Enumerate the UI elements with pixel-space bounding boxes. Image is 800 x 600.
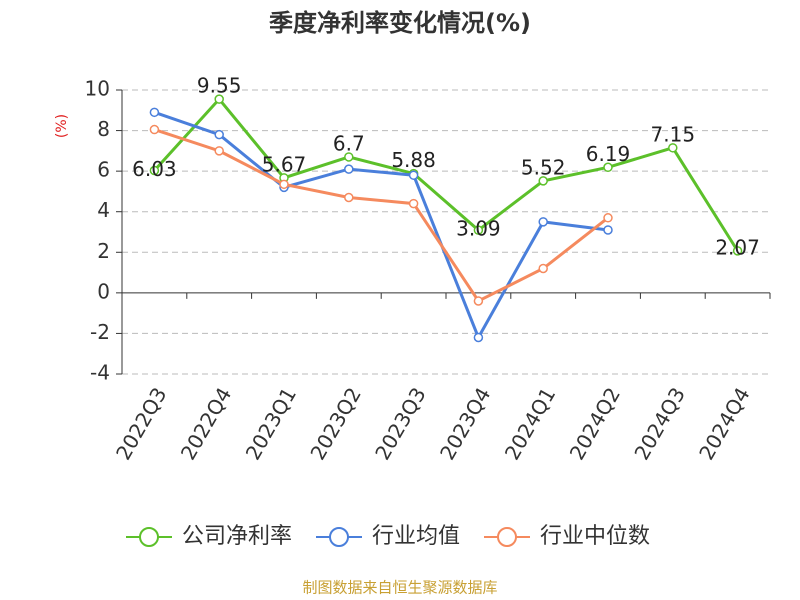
data-point — [214, 94, 224, 104]
data-point — [408, 170, 419, 180]
data-label: 7.15 — [651, 122, 696, 146]
series-line — [153, 96, 739, 252]
legend-marker — [139, 527, 159, 547]
data-point — [603, 213, 613, 223]
data-point — [603, 225, 613, 235]
data-label: 2.07 — [715, 235, 760, 259]
data-label: 5.52 — [521, 155, 566, 179]
x-tick-label: 2024Q1 — [500, 383, 560, 464]
data-label: 9.55 — [197, 74, 242, 98]
x-tick-label: 2023Q4 — [435, 383, 495, 464]
data-label: 5.88 — [391, 148, 436, 172]
x-tick-label: 2024Q2 — [565, 383, 625, 464]
source-note: 制图数据来自恒生聚源数据库 — [302, 579, 497, 597]
data-point — [149, 124, 160, 135]
x-tick-label: 2023Q2 — [305, 383, 365, 464]
x-tick-label: 2023Q1 — [241, 383, 301, 464]
data-point — [473, 225, 484, 235]
data-point — [279, 179, 289, 190]
data-point — [473, 332, 484, 343]
x-tick-label: 2022Q4 — [176, 383, 236, 464]
data-point — [538, 263, 548, 274]
data-point — [732, 246, 743, 256]
y-axis-label: (%) — [54, 114, 70, 138]
legend-label: 行业中位数 — [540, 524, 650, 549]
series-line — [153, 110, 609, 341]
y-tick-label: -2 — [90, 320, 110, 344]
data-point — [603, 162, 613, 173]
data-point — [214, 146, 224, 156]
x-tick-label: 2024Q3 — [629, 383, 689, 464]
legend-marker — [497, 527, 517, 547]
y-tick-label: 4 — [97, 198, 110, 222]
data-point — [538, 176, 548, 186]
data-point — [344, 152, 354, 162]
data-point — [408, 198, 419, 209]
y-tick-label: -4 — [90, 361, 110, 385]
x-tick-label: 2024Q4 — [694, 383, 754, 464]
y-tick-label: 10 — [85, 77, 110, 101]
data-label: 6.19 — [586, 142, 631, 166]
data-label: 6.03 — [132, 157, 177, 181]
y-tick-label: 6 — [97, 158, 110, 182]
data-point — [668, 143, 678, 153]
x-tick-label: 2022Q3 — [111, 383, 171, 464]
chart-title: 季度净利率变化情况(%) — [269, 9, 531, 37]
data-point — [149, 165, 160, 176]
legend-label: 行业均值 — [372, 524, 460, 549]
data-point — [344, 192, 354, 203]
y-tick-label: 8 — [97, 117, 110, 141]
x-tick-label: 2023Q3 — [370, 383, 430, 464]
series-line — [153, 128, 609, 303]
data-label: 5.67 — [262, 152, 307, 176]
data-point — [473, 296, 484, 306]
legend-marker — [329, 527, 349, 547]
y-tick-label: 0 — [97, 279, 110, 303]
data-point — [538, 217, 548, 227]
y-tick-label: 2 — [97, 239, 110, 263]
data-point — [344, 164, 354, 174]
data-point — [214, 129, 224, 140]
legend-label: 公司净利率 — [182, 524, 292, 549]
data-label: 3.09 — [456, 217, 501, 241]
data-point — [149, 107, 160, 118]
data-label: 6.7 — [333, 131, 365, 155]
